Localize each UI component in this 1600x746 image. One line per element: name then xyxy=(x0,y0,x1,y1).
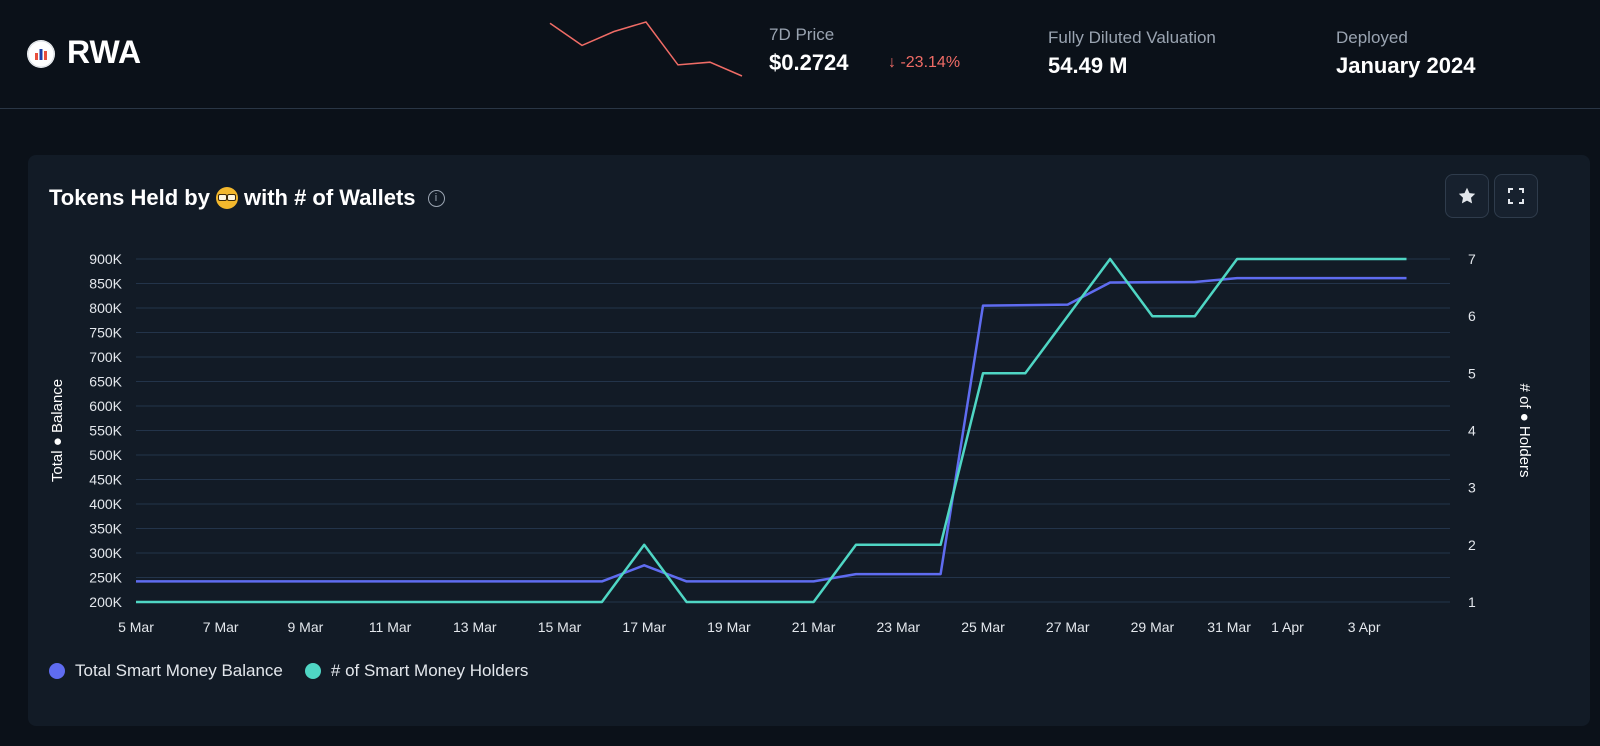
y-tick-label: 450K xyxy=(89,472,122,488)
y-tick-label: 250K xyxy=(89,570,122,586)
top-bar: RWA 7D Price $0.2724 ↓ -23.14% Fully Dil… xyxy=(0,0,1600,109)
legend-dot xyxy=(304,663,321,679)
x-tick-label: 19 Mar xyxy=(707,619,751,635)
x-tick-label: 1 Apr xyxy=(1271,619,1304,635)
x-tick-label: 15 Mar xyxy=(538,619,582,635)
y-tick-label: 300K xyxy=(89,545,122,561)
x-tick-label: 7 Mar xyxy=(203,619,239,635)
legend-label: # of Smart Money Holders xyxy=(330,661,529,680)
y2-tick-label: 1 xyxy=(1468,594,1476,610)
series-line-holders xyxy=(136,257,1407,604)
chart-legend: Total Smart Money Balance # of Smart Mon… xyxy=(49,661,528,681)
y2-tick-label: 2 xyxy=(1468,537,1476,553)
y-tick-label: 400K xyxy=(89,496,122,512)
fdv-label: Fully Diluted Valuation xyxy=(1048,28,1216,47)
y-tick-label: 550K xyxy=(89,423,122,439)
price-sparkline xyxy=(549,21,743,77)
x-tick-label: 21 Mar xyxy=(792,619,836,635)
x-tick-label: 11 Mar xyxy=(369,619,412,635)
sparkline-line xyxy=(549,21,743,77)
x-tick-label: 25 Mar xyxy=(961,619,1005,635)
y-tick-label: 850K xyxy=(89,276,122,292)
y-tick-label: 350K xyxy=(89,521,122,537)
series-line-balance xyxy=(136,276,1407,583)
legend-label: Total Smart Money Balance xyxy=(75,661,283,680)
y-tick-label: 900K xyxy=(89,251,122,267)
chart-panel: 200K 250K 300K 350K 400K 450K 500K 550K 600K 650K… xyxy=(28,155,1590,726)
x-tick-label: 13 Mar xyxy=(453,619,497,635)
x-tick-label: 17 Mar xyxy=(622,619,666,635)
price-label: 7D Price xyxy=(769,25,835,44)
y2-tick-label: 6 xyxy=(1468,308,1476,324)
chart: 200K 250K 300K 350K 400K 450K 500K 550K 600K 650K… xyxy=(49,251,1533,635)
x-tick-label: 5 Mar xyxy=(118,619,154,635)
x-tick-label: 9 Mar xyxy=(288,619,324,635)
panel-title: Tokens Held by with # of Wallets i xyxy=(49,185,445,211)
favorite-button[interactable] xyxy=(1445,174,1489,218)
info-icon[interactable]: i xyxy=(427,189,445,207)
x-tick-label: 27 Mar xyxy=(1046,619,1090,635)
y-tick-label: 500K xyxy=(89,447,122,463)
deployed-value: January 2024 xyxy=(1336,53,1476,78)
fullscreen-button[interactable] xyxy=(1494,174,1538,218)
y2-tick-label: 4 xyxy=(1468,423,1476,439)
panel-title-post: with # of Wallets xyxy=(243,185,416,210)
legend-dot xyxy=(49,663,65,679)
y-tick-label: 600K xyxy=(89,398,122,414)
x-tick-label: 3 Apr xyxy=(1348,619,1381,635)
y-tick-label: 200K xyxy=(89,594,122,610)
token-logo-icon xyxy=(27,40,55,68)
y2-tick-label: 7 xyxy=(1468,251,1476,267)
x-tick-label: 23 Mar xyxy=(877,619,921,635)
expand-icon xyxy=(1508,188,1524,204)
star-icon xyxy=(1458,187,1476,204)
y2-tick-label: 5 xyxy=(1468,365,1476,381)
nerd-face-emoji-icon xyxy=(215,187,238,209)
token-name: RWA xyxy=(67,34,142,70)
y-tick-label: 700K xyxy=(89,349,122,365)
arrow-down-icon: ↓ xyxy=(888,54,896,71)
legend-item-holders[interactable]: # of Smart Money Holders xyxy=(304,661,529,681)
deployed-label: Deployed xyxy=(1336,28,1408,47)
panel-title-pre: Tokens Held by xyxy=(49,185,210,210)
x-tick-label: 29 Mar xyxy=(1131,619,1175,635)
y2-axis-title: # of ● Holders xyxy=(1516,383,1533,477)
y-tick-label: 650K xyxy=(89,374,122,390)
x-tick-label: 31 Mar xyxy=(1207,619,1251,635)
price-change-value: -23.14% xyxy=(900,54,961,71)
y-tick-label: 800K xyxy=(89,300,122,316)
price-change: ↓ -23.14% xyxy=(888,54,960,72)
y-axis-title: Total ● Balance xyxy=(49,379,66,482)
legend-item-balance[interactable]: Total Smart Money Balance xyxy=(49,661,283,681)
price-value: $0.2724 xyxy=(769,50,849,75)
fdv-value: 54.49 M xyxy=(1048,53,1128,78)
y2-tick-label: 3 xyxy=(1468,480,1476,496)
y-tick-label: 750K xyxy=(89,325,122,341)
